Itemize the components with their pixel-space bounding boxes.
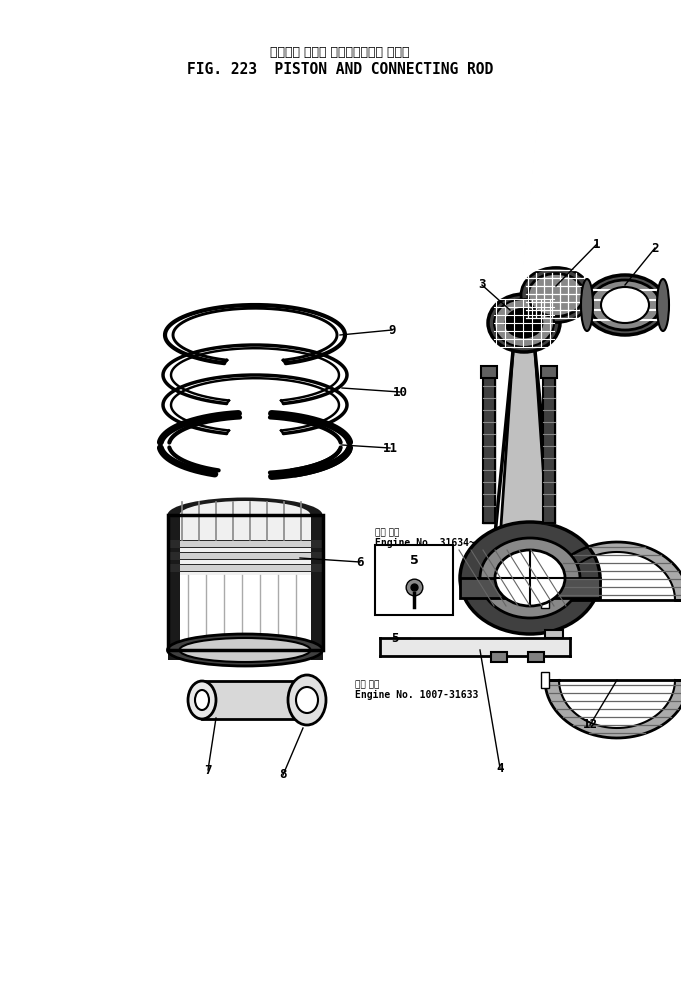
Ellipse shape	[657, 279, 669, 331]
Bar	[375, 545, 453, 615]
Text: 9: 9	[388, 323, 396, 336]
Text: 7: 7	[204, 764, 212, 777]
Bar	[541, 592, 549, 608]
Bar	[180, 553, 311, 559]
Ellipse shape	[528, 273, 584, 317]
Text: 8: 8	[279, 769, 287, 781]
Ellipse shape	[168, 497, 323, 533]
Bar	[541, 366, 557, 378]
Text: 11: 11	[383, 441, 398, 454]
Ellipse shape	[168, 634, 323, 666]
Text: 5: 5	[392, 631, 399, 645]
Ellipse shape	[180, 501, 311, 529]
Ellipse shape	[601, 287, 649, 323]
Ellipse shape	[180, 638, 311, 662]
Bar	[168, 540, 323, 548]
Bar	[180, 515, 311, 660]
Bar	[460, 578, 600, 598]
Ellipse shape	[521, 267, 591, 322]
Text: 6: 6	[356, 555, 364, 568]
Bar	[180, 565, 311, 571]
Polygon shape	[545, 680, 681, 738]
Text: 12: 12	[582, 719, 597, 731]
Bar	[168, 552, 323, 560]
Text: 2: 2	[651, 242, 659, 255]
Text: 5: 5	[410, 554, 418, 567]
Ellipse shape	[480, 538, 580, 618]
Ellipse shape	[460, 522, 600, 634]
Ellipse shape	[581, 279, 593, 331]
Bar	[180, 541, 311, 547]
Text: Engine No. 1007-31633: Engine No. 1007-31633	[355, 690, 478, 700]
Bar	[168, 564, 323, 572]
Bar	[491, 652, 507, 662]
Ellipse shape	[488, 294, 560, 352]
Ellipse shape	[590, 280, 660, 330]
Bar	[541, 672, 549, 688]
Bar	[545, 630, 563, 638]
Bar	[168, 515, 323, 650]
Ellipse shape	[495, 550, 565, 606]
Text: 3: 3	[478, 278, 486, 292]
Ellipse shape	[188, 681, 216, 719]
Ellipse shape	[195, 690, 209, 710]
Ellipse shape	[288, 675, 326, 725]
Text: FIG. 223  PISTON AND CONNECTING ROD: FIG. 223 PISTON AND CONNECTING ROD	[187, 63, 493, 78]
Text: 1: 1	[593, 238, 601, 251]
Text: 10: 10	[392, 385, 407, 398]
Text: 4: 4	[496, 762, 504, 775]
Bar	[180, 575, 311, 655]
Bar	[481, 366, 497, 378]
Polygon shape	[545, 542, 681, 600]
Bar	[168, 515, 323, 660]
Ellipse shape	[506, 309, 542, 337]
Bar	[528, 652, 544, 662]
Text: Engine No. 31634~: Engine No. 31634~	[375, 538, 475, 548]
Ellipse shape	[296, 687, 318, 713]
Text: 適用 字幕: 適用 字幕	[355, 680, 379, 689]
Text: ピストン および コネクティング ロッド: ピストン および コネクティング ロッド	[270, 45, 410, 59]
Ellipse shape	[494, 299, 554, 347]
Text: 適用 字幕: 適用 字幕	[375, 529, 399, 538]
Ellipse shape	[584, 275, 666, 335]
